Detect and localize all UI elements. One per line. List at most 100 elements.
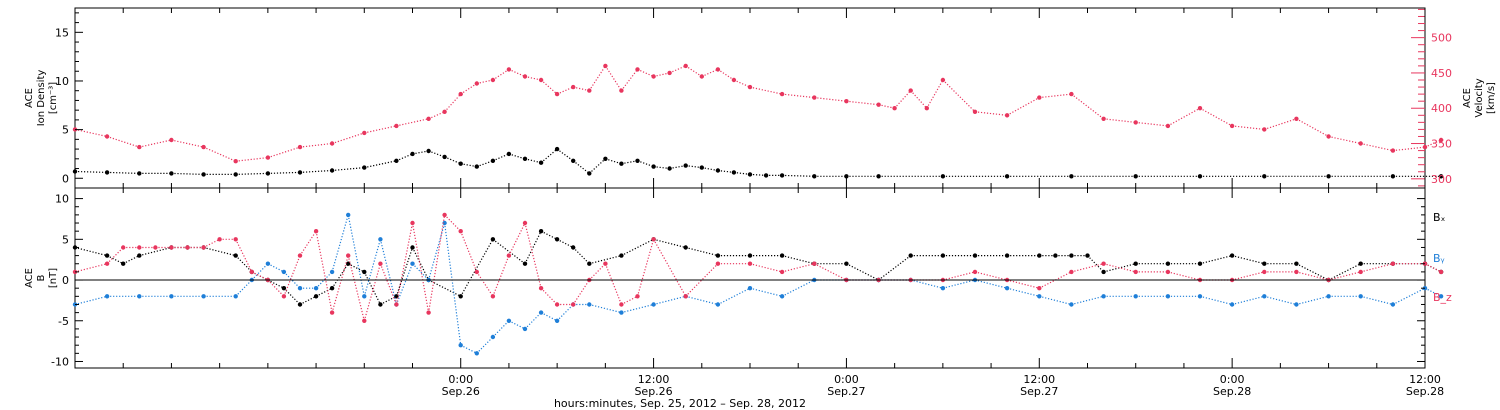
By-segment: [315, 271, 333, 289]
density-point: [265, 171, 271, 176]
Bz-point: [972, 269, 978, 275]
velocity-segment: [846, 100, 879, 106]
velocity-segment: [508, 68, 526, 78]
velocity-segment: [814, 97, 847, 102]
Bx-segment: [653, 238, 686, 249]
Bx-segment: [139, 246, 172, 257]
density-axis-title: ACE Ion Density [cm⁻³]: [24, 70, 59, 127]
Bx-segment: [1087, 255, 1105, 273]
x-tick-time: 12:00: [1023, 373, 1055, 386]
velocity-point: [426, 116, 431, 122]
Bx-segment: [572, 247, 590, 265]
velocity-segment: [573, 86, 590, 92]
By-segment: [556, 304, 574, 322]
magnetic-field-axis-title-line3: [nT]: [48, 268, 59, 288]
Bx-point: [281, 286, 287, 291]
Bx-segment: [299, 295, 317, 306]
x-tick-date: Sep.28: [1213, 385, 1251, 398]
By-segment: [524, 312, 542, 330]
By-point: [506, 318, 512, 323]
velocity-segment: [428, 111, 445, 120]
density-segment: [588, 158, 606, 174]
velocity-point: [442, 109, 447, 115]
velocity-segment: [139, 139, 172, 148]
velocity-segment: [444, 93, 462, 113]
Bz-segment: [1231, 271, 1265, 281]
By-point: [378, 237, 383, 242]
By-segment: [540, 312, 558, 322]
density-point: [490, 158, 496, 163]
density-segment: [733, 171, 751, 175]
By-point: [265, 261, 271, 266]
Bz-segment: [251, 271, 269, 281]
Bz-segment: [781, 263, 815, 273]
bfield-tick-label: 10: [55, 193, 69, 206]
By-point: [281, 269, 287, 275]
By-point: [1438, 294, 1444, 299]
density-segment: [332, 167, 365, 172]
Bx-segment: [540, 230, 558, 240]
Bz-segment: [572, 279, 590, 305]
velocity-segment: [1232, 125, 1265, 130]
Bz-segment: [203, 238, 220, 249]
By-segment: [1006, 287, 1040, 297]
Bx-segment: [589, 255, 622, 265]
Bx-segment: [556, 238, 574, 249]
velocity-segment: [1264, 118, 1297, 130]
velocity-segment: [1039, 93, 1072, 99]
velocity-segment: [460, 82, 478, 95]
density-segment: [74, 170, 108, 173]
By-segment: [1296, 295, 1329, 306]
velocity-tick-label: 500: [1431, 32, 1452, 45]
By-segment: [74, 295, 108, 306]
Bz-segment: [749, 263, 783, 273]
x-tick-date: Sep.26: [634, 385, 672, 398]
By-segment: [251, 263, 269, 281]
magnetic-field-panel-frame: [74, 187, 1426, 369]
density-segment: [701, 167, 719, 172]
velocity-axis-title-line1: ACE: [1462, 88, 1473, 108]
Bx-segment: [685, 246, 719, 257]
Bz-segment: [1328, 271, 1361, 281]
density-axis-title-line3: [cm⁻³]: [48, 82, 59, 114]
velocity-segment: [588, 65, 606, 91]
density-segment: [717, 169, 734, 173]
density-segment: [524, 158, 542, 164]
velocity-segment: [1392, 146, 1426, 152]
density-segment: [605, 158, 622, 165]
velocity-segment: [1360, 142, 1394, 152]
velocity-segment: [203, 146, 236, 162]
bfield-tick-label: -5: [58, 315, 69, 328]
velocity-segment: [604, 65, 622, 91]
velocity-point: [265, 155, 271, 160]
density-segment: [749, 173, 767, 176]
x-tick-time: 12:00: [1409, 373, 1441, 386]
x-axis-label: hours:minutes, Sep. 25, 2012 – Sep. 28, …: [554, 397, 806, 410]
Bz-segment: [411, 222, 430, 313]
velocity-segment: [1103, 118, 1136, 123]
Bz-segment: [283, 255, 301, 297]
velocity-segment: [331, 132, 365, 145]
velocity-segment: [926, 79, 944, 109]
x-tick-time: 0:00: [448, 373, 473, 386]
Bx-segment: [235, 255, 253, 273]
Bx-segment: [1199, 255, 1233, 265]
By-segment: [1360, 295, 1394, 306]
By-segment: [1424, 287, 1442, 297]
Bz-segment: [347, 255, 365, 321]
Bz-segment: [621, 295, 638, 306]
density-point: [394, 158, 399, 163]
velocity-point: [587, 88, 592, 93]
velocity-segment: [492, 68, 510, 81]
bfield-tick-label: -10: [51, 355, 69, 368]
Bz-segment: [1167, 271, 1201, 281]
legend-by: Bᵧ: [1433, 252, 1445, 265]
density-segment: [669, 165, 686, 170]
Bx-segment: [1328, 263, 1361, 281]
Bx-segment: [524, 230, 542, 264]
density-point: [442, 154, 447, 160]
density-segment: [235, 172, 268, 175]
magnetic-field-axis-title-line1: ACE: [24, 268, 35, 288]
Bz-segment: [299, 230, 317, 256]
